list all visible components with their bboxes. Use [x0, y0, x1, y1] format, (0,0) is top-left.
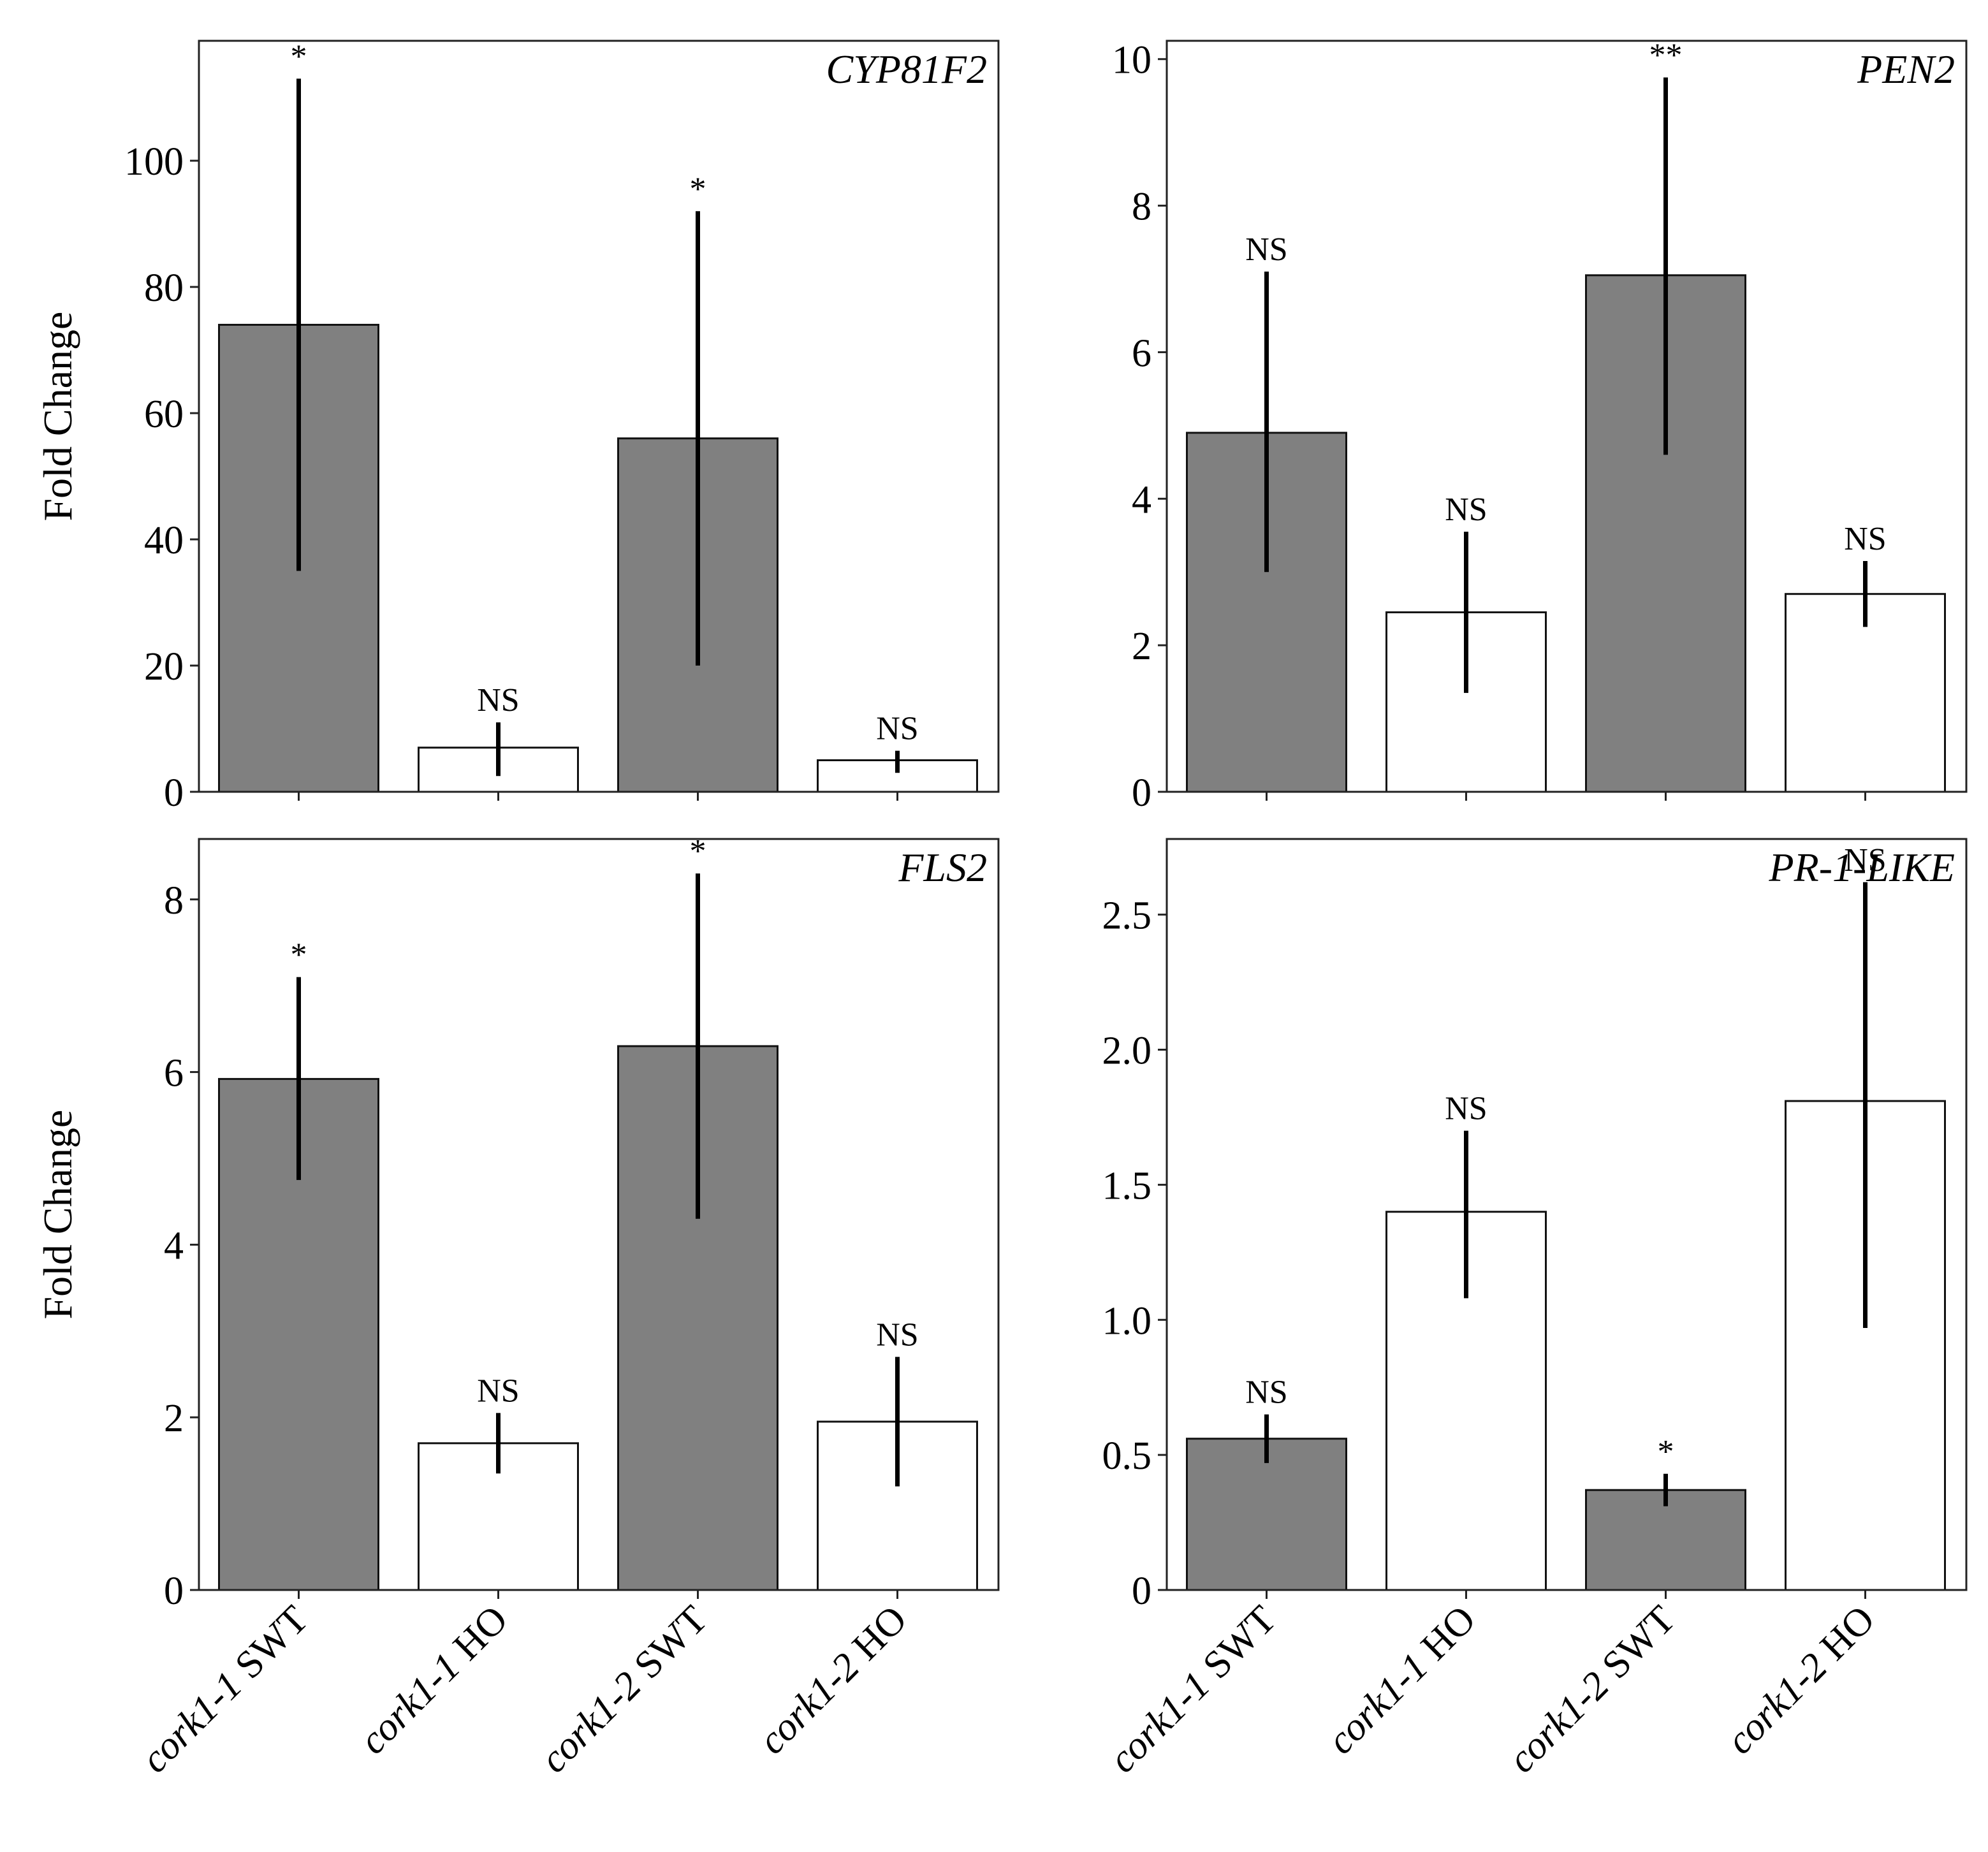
y-tick-label: 2 — [1132, 625, 1151, 668]
significance-label: NS — [1445, 1091, 1487, 1127]
x-tick-label: cork1-1 SWT — [133, 1598, 316, 1781]
significance-label: ** — [1649, 37, 1683, 73]
significance-label: * — [1658, 1434, 1674, 1470]
significance-label: NS — [1844, 842, 1886, 879]
y-tick-label: 8 — [164, 879, 184, 922]
y-axis-label: Fold Change — [35, 312, 80, 521]
bar — [1585, 1489, 1746, 1591]
x-tick-label: cork1-2 HO — [1718, 1598, 1883, 1763]
chart-panel-1: * NS * NS 0 20 40 60 80 100 CYP81F2 Fold Change — [35, 38, 1000, 815]
significance-label: NS — [1445, 492, 1487, 528]
significance-label: NS — [477, 1373, 519, 1409]
bar — [817, 759, 978, 793]
chart-panel-2: NS NS ** NS 0 2 4 6 8 10 PEN2 — [1112, 37, 1968, 815]
significance-label: NS — [1245, 231, 1287, 268]
plot-frame — [1166, 40, 1968, 793]
significance-label: NS — [477, 682, 519, 718]
significance-label: * — [291, 937, 307, 973]
x-tick-label: cork1-1 SWT — [1100, 1598, 1284, 1781]
panel-title: FLS2 — [898, 845, 987, 890]
y-axis-label: Fold Change — [35, 1110, 80, 1320]
y-tick-label: 0 — [1132, 771, 1151, 815]
y-tick-label: 20 — [144, 645, 184, 689]
x-tick-label: cork1-2 HO — [750, 1598, 916, 1763]
bar — [1186, 1438, 1347, 1591]
y-tick-label: 1.0 — [1102, 1299, 1152, 1343]
significance-label: * — [291, 38, 307, 75]
panel-title: PEN2 — [1857, 47, 1955, 92]
y-tick-label: 0 — [164, 1570, 184, 1613]
y-tick-label: 80 — [144, 266, 184, 310]
plot-frame — [198, 838, 1000, 1591]
panel-title: CYP81F2 — [826, 47, 987, 92]
significance-label: NS — [1245, 1374, 1287, 1411]
panel-title: PR-1-LIKE — [1769, 845, 1955, 890]
y-tick-label: 4 — [164, 1224, 184, 1267]
x-tick-label: cork1-1 HO — [1319, 1598, 1484, 1763]
bar — [1785, 593, 1946, 793]
significance-label: * — [690, 171, 706, 207]
significance-label: NS — [1844, 521, 1886, 557]
plot-frame — [1166, 838, 1968, 1591]
y-tick-label: 8 — [1132, 186, 1151, 229]
y-tick-label: 1.5 — [1102, 1164, 1152, 1207]
significance-label: NS — [876, 711, 918, 747]
x-tick-label: cork1-2 SWT — [1500, 1598, 1683, 1781]
y-tick-label: 60 — [144, 393, 184, 436]
x-tick-label: cork1-2 SWT — [532, 1598, 715, 1781]
y-tick-label: 10 — [1112, 39, 1151, 82]
y-tick-label: 6 — [164, 1052, 184, 1095]
y-tick-label: 0 — [1132, 1570, 1151, 1613]
y-tick-label: 2 — [164, 1397, 184, 1440]
y-tick-label: 0 — [164, 771, 184, 815]
plot-frame — [198, 40, 1000, 793]
y-tick-label: 4 — [1132, 478, 1151, 521]
y-tick-label: 40 — [144, 519, 184, 562]
y-tick-label: 100 — [124, 140, 184, 184]
y-tick-label: 6 — [1132, 332, 1151, 375]
y-tick-label: 0.5 — [1102, 1434, 1152, 1478]
y-tick-label: 2.0 — [1102, 1030, 1152, 1073]
y-tick-label: 2.5 — [1102, 894, 1152, 938]
significance-label: NS — [876, 1316, 918, 1353]
x-tick-label: cork1-1 HO — [351, 1598, 516, 1763]
